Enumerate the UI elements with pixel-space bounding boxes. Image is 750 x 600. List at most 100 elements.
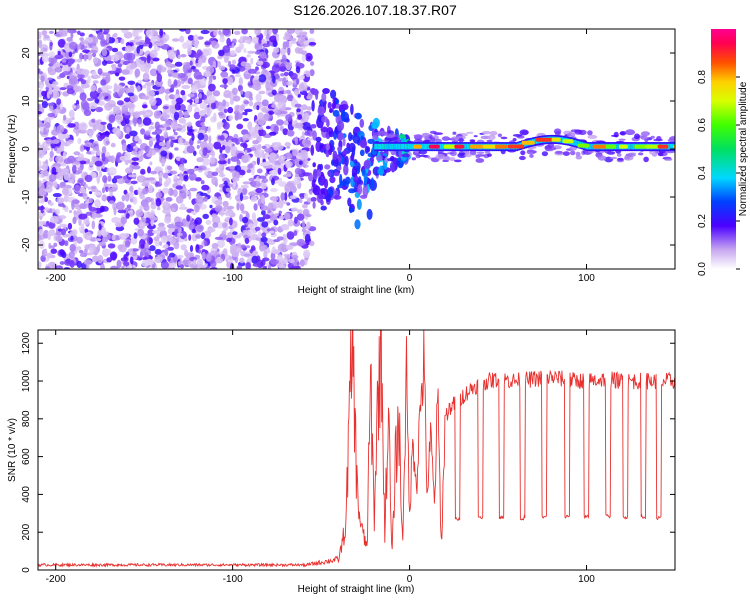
spectrogram-noise-blob xyxy=(183,64,191,70)
spectrogram-noise-blob xyxy=(102,131,111,136)
spectrogram-noise-blob xyxy=(182,42,189,49)
spectrogram-noise-blob xyxy=(68,51,73,58)
spectrogram-noise-blob xyxy=(247,68,257,74)
spectrogram-turbulence-blob xyxy=(372,135,379,141)
spectrogram-noise-blob xyxy=(147,177,155,181)
spectrogram-noise-blob xyxy=(258,74,267,83)
spectrogram-noise-blob xyxy=(265,125,271,130)
spectrogram-noise-blob xyxy=(102,248,110,257)
spectrogram-noise-blob xyxy=(108,167,117,176)
spectrogram-noise-blob xyxy=(254,226,261,232)
spectrogram-noise-blob xyxy=(257,168,263,174)
snr-ytick-label: 800 xyxy=(21,410,32,427)
spectrogram-noise-blob xyxy=(163,243,169,249)
spectrogram-noise-blob xyxy=(178,117,187,124)
spectrogram-noise-blob xyxy=(283,71,289,77)
spectrogram-noise-blob xyxy=(123,52,132,61)
spectrogram-noise-blob xyxy=(129,94,139,103)
spectrogram-turbulence-blob xyxy=(353,159,358,164)
spectrogram-noise-blob xyxy=(118,233,128,240)
spectrogram-noise-blob xyxy=(278,200,288,205)
spectrogram-noise-blob xyxy=(196,258,203,268)
spectrogram-noise-blob xyxy=(176,232,183,237)
spectrogram-noise-blob xyxy=(269,152,277,161)
spectrogram-sideband-blob xyxy=(497,133,502,138)
spectrogram-noise-blob xyxy=(207,227,216,233)
spectrogram-noise-blob xyxy=(57,50,61,56)
spectrogram-noise-blob xyxy=(211,150,216,158)
spectrogram-turbulence-blob xyxy=(311,179,316,188)
spectrogram-band-mid xyxy=(384,143,388,150)
spectrogram-noise-blob xyxy=(229,64,236,70)
spectrogram-noise-blob xyxy=(91,118,96,123)
spectrogram-noise-blob xyxy=(133,217,140,225)
spectrogram-noise-blob xyxy=(226,37,231,47)
spectrogram-noise-blob xyxy=(84,174,93,183)
spectrogram-noise-blob xyxy=(121,265,125,269)
spectrogram-noise-blob xyxy=(220,71,229,78)
spectrogram-noise-blob xyxy=(167,263,177,268)
spectrogram-noise-blob xyxy=(231,42,235,49)
spectrogram-noise-blob xyxy=(197,132,205,141)
spectrogram-band-mid xyxy=(379,143,382,150)
spectrogram-noise-blob xyxy=(309,69,315,77)
spectrogram-noise-blob xyxy=(115,115,122,121)
spectrogram-noise-blob xyxy=(65,137,69,142)
spectrogram-noise-blob xyxy=(64,240,69,247)
spectrogram-noise-blob xyxy=(39,84,44,90)
spectrogram-noise-blob xyxy=(155,191,162,199)
spectrogram-noise-blob xyxy=(252,140,259,145)
spectrogram-noise-blob xyxy=(282,128,289,136)
spectrogram-noise-blob xyxy=(207,126,211,133)
spectrogram-noise-blob xyxy=(195,196,205,205)
spectrogram-sideband-blob xyxy=(384,137,389,141)
spectrogram-noise-blob xyxy=(76,157,85,162)
spectrogram-noise-blob xyxy=(189,98,193,105)
spectrogram-noise-blob xyxy=(194,177,202,182)
spectrogram-noise-blob xyxy=(157,225,166,232)
spectrogram-sideband-blob xyxy=(473,135,478,138)
spectrogram-turbulence-blob xyxy=(347,197,352,207)
spectrogram-noise-blob xyxy=(276,144,284,151)
spectrogram-noise-blob xyxy=(89,49,98,54)
spectrogram-turbulence-blob xyxy=(377,168,385,175)
spectrogram-noise-blob xyxy=(309,240,315,247)
spectrogram-noise-blob xyxy=(260,205,269,211)
spectrogram-noise-blob xyxy=(127,144,131,149)
spectrogram-noise-blob xyxy=(144,196,153,203)
spectrogram-ytick-label: -10 xyxy=(21,189,32,204)
spectrogram-noise-blob xyxy=(146,55,151,64)
spectrogram-noise-blob xyxy=(276,34,280,42)
spectrogram-noise-blob xyxy=(218,163,224,169)
spectrogram-noise-blob xyxy=(250,196,258,202)
spectrogram-noise-blob xyxy=(129,142,136,147)
spectrogram-noise-blob xyxy=(142,72,150,81)
spectrogram-noise-blob xyxy=(39,71,43,75)
spectrogram-noise-blob xyxy=(211,242,219,249)
spectrogram-noise-blob xyxy=(135,36,140,40)
spectrogram-turbulence-blob xyxy=(342,150,347,155)
spectrogram-band-mid xyxy=(422,143,425,150)
spectrogram-noise-blob xyxy=(116,178,125,184)
spectrogram-noise-blob xyxy=(191,133,195,141)
spectrogram-sideband-blob xyxy=(475,158,485,163)
spectrogram-noise-blob xyxy=(51,139,60,144)
spectrogram-noise-blob xyxy=(246,169,252,174)
spectrogram-noise-blob xyxy=(154,31,158,37)
spectrogram-noise-blob xyxy=(38,261,42,269)
spectrogram-noise-blob xyxy=(102,175,108,184)
spectrogram-turbulence-blob xyxy=(333,195,342,200)
spectrogram-noise-blob xyxy=(254,150,262,158)
spectrogram-noise-blob xyxy=(187,93,195,98)
spectrogram-band-mid xyxy=(404,143,407,150)
spectrogram-noise-blob xyxy=(198,110,206,117)
spectrogram-band-mid xyxy=(464,143,467,150)
spectrogram-noise-blob xyxy=(264,148,273,153)
spectrogram-noise-blob xyxy=(128,174,137,178)
spectrogram-noise-blob xyxy=(127,46,135,51)
spectrogram-noise-blob xyxy=(64,205,69,212)
spectrogram-noise-blob xyxy=(247,223,255,229)
spectrogram-turbulence-blob xyxy=(357,183,363,195)
spectrogram-noise-blob xyxy=(76,58,83,63)
spectrogram-noise-blob xyxy=(162,187,169,194)
